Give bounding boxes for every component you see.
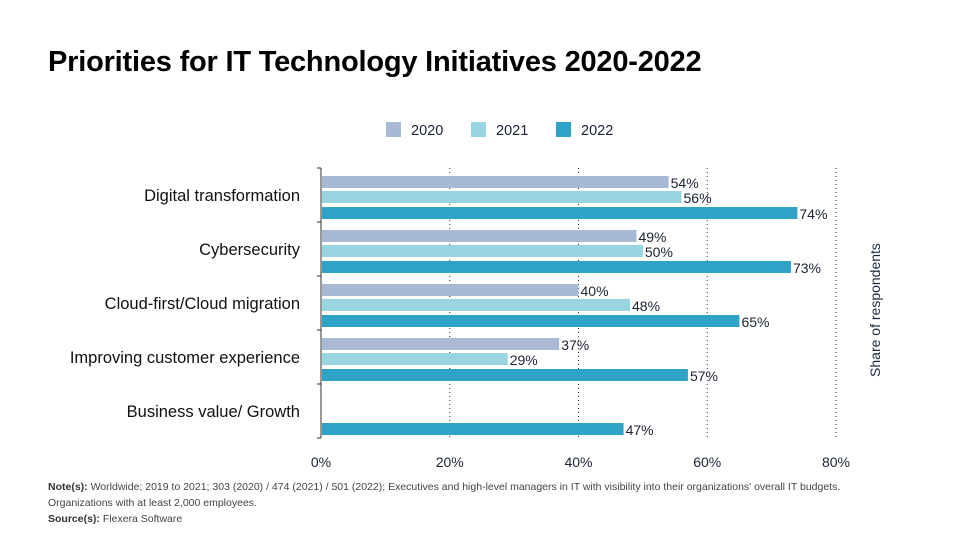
bar-2022 bbox=[322, 261, 791, 273]
x-tick-label: 40% bbox=[564, 454, 592, 470]
data-label: 40% bbox=[581, 283, 609, 299]
bar-2021 bbox=[322, 299, 630, 311]
bar-chart: 0% 20% 40% 60% 80%Digital transformation54%5… bbox=[70, 122, 883, 470]
bar-2021 bbox=[322, 191, 682, 203]
source-label: Source(s): bbox=[48, 513, 100, 525]
note-text: Worldwide; 2019 to 2021; 303 (2020) / 47… bbox=[48, 481, 841, 509]
data-label: 49% bbox=[638, 229, 666, 245]
data-label: 65% bbox=[741, 314, 769, 330]
source-text: Flexera Software bbox=[99, 513, 183, 525]
legend-label: 2020 bbox=[411, 123, 443, 139]
bar-2021 bbox=[322, 353, 508, 365]
legend-swatch-2021 bbox=[471, 122, 486, 137]
data-label: 29% bbox=[510, 352, 538, 368]
bar-2022 bbox=[322, 423, 624, 435]
category-label: Cybersecurity bbox=[199, 241, 301, 259]
x-tick-label: 60% bbox=[693, 454, 721, 470]
bar-2020 bbox=[322, 176, 669, 188]
chart-title: Priorities for IT Technology Initiatives… bbox=[48, 46, 702, 78]
category-label: Improving customer experience bbox=[70, 349, 300, 367]
legend-swatch-2022 bbox=[556, 122, 571, 137]
category-label: Business value/ Growth bbox=[127, 403, 300, 421]
x-tick-label: 0% bbox=[311, 454, 331, 470]
data-label: 54% bbox=[671, 175, 699, 191]
category-label: Cloud-first/Cloud migration bbox=[105, 295, 300, 313]
y-axis-label: Share of respondents bbox=[867, 243, 883, 377]
legend-label: 2022 bbox=[581, 123, 613, 139]
bar-2020 bbox=[322, 338, 560, 350]
notes: Note(s): Worldwide; 2019 to 2021; 303 (2… bbox=[48, 479, 898, 527]
bar-2022 bbox=[322, 369, 688, 381]
note-label: Note(s): bbox=[48, 481, 88, 493]
data-label: 37% bbox=[561, 337, 589, 353]
bar-2022 bbox=[322, 315, 740, 327]
data-label: 56% bbox=[684, 190, 712, 206]
legend-swatch-2020 bbox=[386, 122, 401, 137]
bar-2020 bbox=[322, 284, 579, 296]
data-label: 57% bbox=[690, 368, 718, 384]
data-label: 50% bbox=[645, 244, 673, 260]
bar-2020 bbox=[322, 230, 637, 242]
data-label: 48% bbox=[632, 298, 660, 314]
bar-2022 bbox=[322, 207, 798, 219]
data-label: 47% bbox=[626, 422, 654, 438]
legend-label: 2021 bbox=[496, 123, 528, 139]
bar-2021 bbox=[322, 245, 643, 257]
data-label: 74% bbox=[799, 206, 827, 222]
category-label: Digital transformation bbox=[144, 187, 300, 205]
x-tick-label: 80% bbox=[822, 454, 850, 470]
x-tick-label: 20% bbox=[436, 454, 464, 470]
data-label: 73% bbox=[793, 260, 821, 276]
